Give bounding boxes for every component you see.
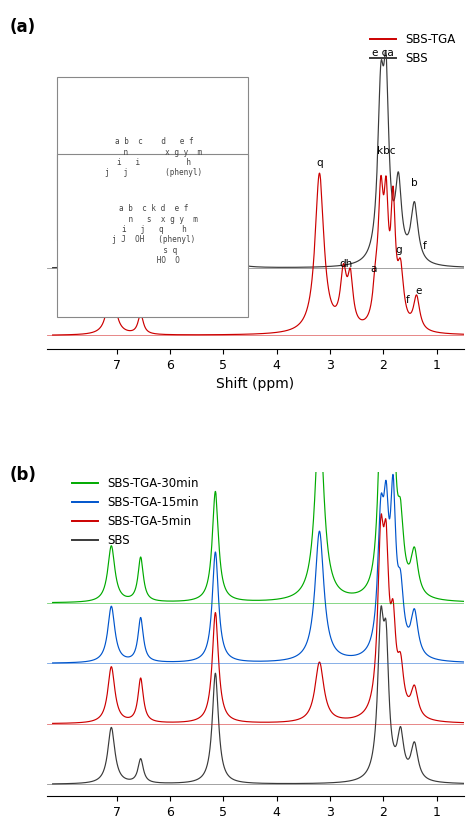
Text: q: q — [316, 158, 323, 168]
Text: (a): (a) — [10, 18, 36, 36]
Text: i: i — [139, 299, 142, 309]
Text: (b): (b) — [10, 466, 37, 484]
Text: g: g — [395, 245, 402, 255]
FancyBboxPatch shape — [57, 76, 248, 240]
Text: e: e — [415, 286, 421, 296]
Text: a: a — [371, 264, 377, 273]
Text: i: i — [139, 221, 142, 231]
X-axis label: Shift (ppm): Shift (ppm) — [216, 377, 295, 391]
Text: j: j — [110, 261, 113, 271]
FancyBboxPatch shape — [57, 154, 248, 317]
Text: j: j — [110, 160, 113, 170]
Text: b: b — [411, 178, 418, 188]
Text: a b  c k d  e f
    n   s  x g y  m
i   j   q    h
j J  OH   (phenyl)
       s q: a b c k d e f n s x g y m i j q h j J OH… — [110, 204, 198, 265]
Text: hd: hd — [214, 185, 228, 195]
Text: f: f — [423, 241, 427, 251]
Legend: SBS-TGA, SBS: SBS-TGA, SBS — [367, 30, 458, 67]
Text: dh: dh — [340, 259, 353, 269]
Text: g: g — [235, 248, 242, 258]
Text: kbc: kbc — [377, 146, 395, 156]
Legend: SBS-TGA-30min, SBS-TGA-15min, SBS-TGA-5min, SBS: SBS-TGA-30min, SBS-TGA-15min, SBS-TGA-5m… — [70, 475, 201, 549]
Text: a b  c    d   e f
    n        x g y  m
i   i          h
j   j        (phenyl): a b c d e f n x g y m i i h j j (phenyl) — [105, 137, 202, 177]
Text: f: f — [406, 295, 410, 305]
Text: e ca: e ca — [372, 48, 394, 58]
